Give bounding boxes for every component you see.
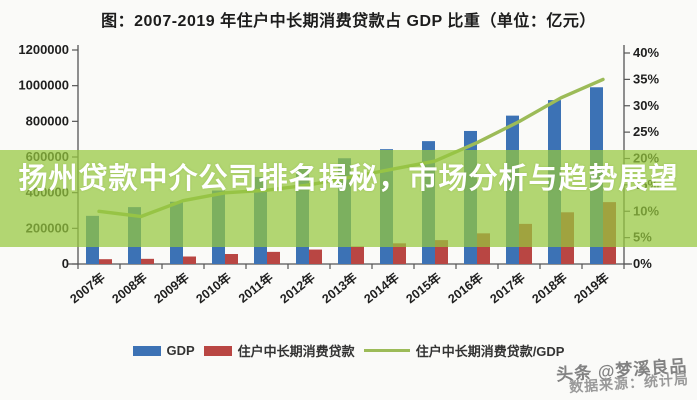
legend-swatch-gdp-icon <box>132 345 161 356</box>
svg-text:2015年: 2015年 <box>403 269 444 306</box>
overlay-banner-text: 扬州贷款中介公司排名揭秘，市场分析与趋势展望 <box>18 163 679 195</box>
legend-label-ratio: 住户中长期消费贷款/GDP <box>415 344 565 359</box>
svg-text:2012年: 2012年 <box>277 269 318 306</box>
svg-text:2017年: 2017年 <box>487 269 528 306</box>
svg-text:2010年: 2010年 <box>193 269 234 306</box>
svg-text:2009年: 2009年 <box>151 269 192 306</box>
svg-text:2014年: 2014年 <box>361 269 402 306</box>
svg-text:2007年: 2007年 <box>67 269 108 306</box>
svg-text:2008年: 2008年 <box>109 269 150 306</box>
svg-text:40%: 40% <box>633 45 659 60</box>
svg-text:30%: 30% <box>633 98 659 113</box>
legend-item-ratio: 住户中长期消费贷款/GDP <box>363 341 565 360</box>
chart-title: 图：2007-2019 年住户中长期消费贷款占 GDP 比重（单位：亿元） <box>101 13 596 30</box>
svg-text:2016年: 2016年 <box>445 269 486 306</box>
legend-item-loans: 住户中长期消费贷款 <box>203 341 355 360</box>
svg-text:1000000: 1000000 <box>18 78 69 93</box>
legend-label-loans: 住户中长期消费贷款 <box>237 344 355 359</box>
chart-legend: GDP 住户中长期消费贷款 住户中长期消费贷款/GDP <box>0 341 697 360</box>
svg-text:35%: 35% <box>633 71 659 86</box>
svg-text:0%: 0% <box>633 256 652 271</box>
svg-text:2011年: 2011年 <box>235 269 276 306</box>
svg-text:2018年: 2018年 <box>529 269 570 306</box>
legend-item-gdp: GDP <box>132 343 195 358</box>
svg-text:25%: 25% <box>633 124 659 139</box>
svg-text:2019年: 2019年 <box>571 269 612 306</box>
svg-text:0: 0 <box>62 256 69 271</box>
svg-text:1200000: 1200000 <box>18 42 69 57</box>
overlay-banner: 扬州贷款中介公司排名揭秘，市场分析与趋势展望 <box>0 150 697 247</box>
legend-swatch-loans-icon <box>203 345 232 356</box>
legend-line-ratio-icon <box>363 349 410 352</box>
svg-text:2013年: 2013年 <box>319 269 360 306</box>
legend-label-gdp: GDP <box>166 343 195 358</box>
svg-text:800000: 800000 <box>26 113 69 128</box>
